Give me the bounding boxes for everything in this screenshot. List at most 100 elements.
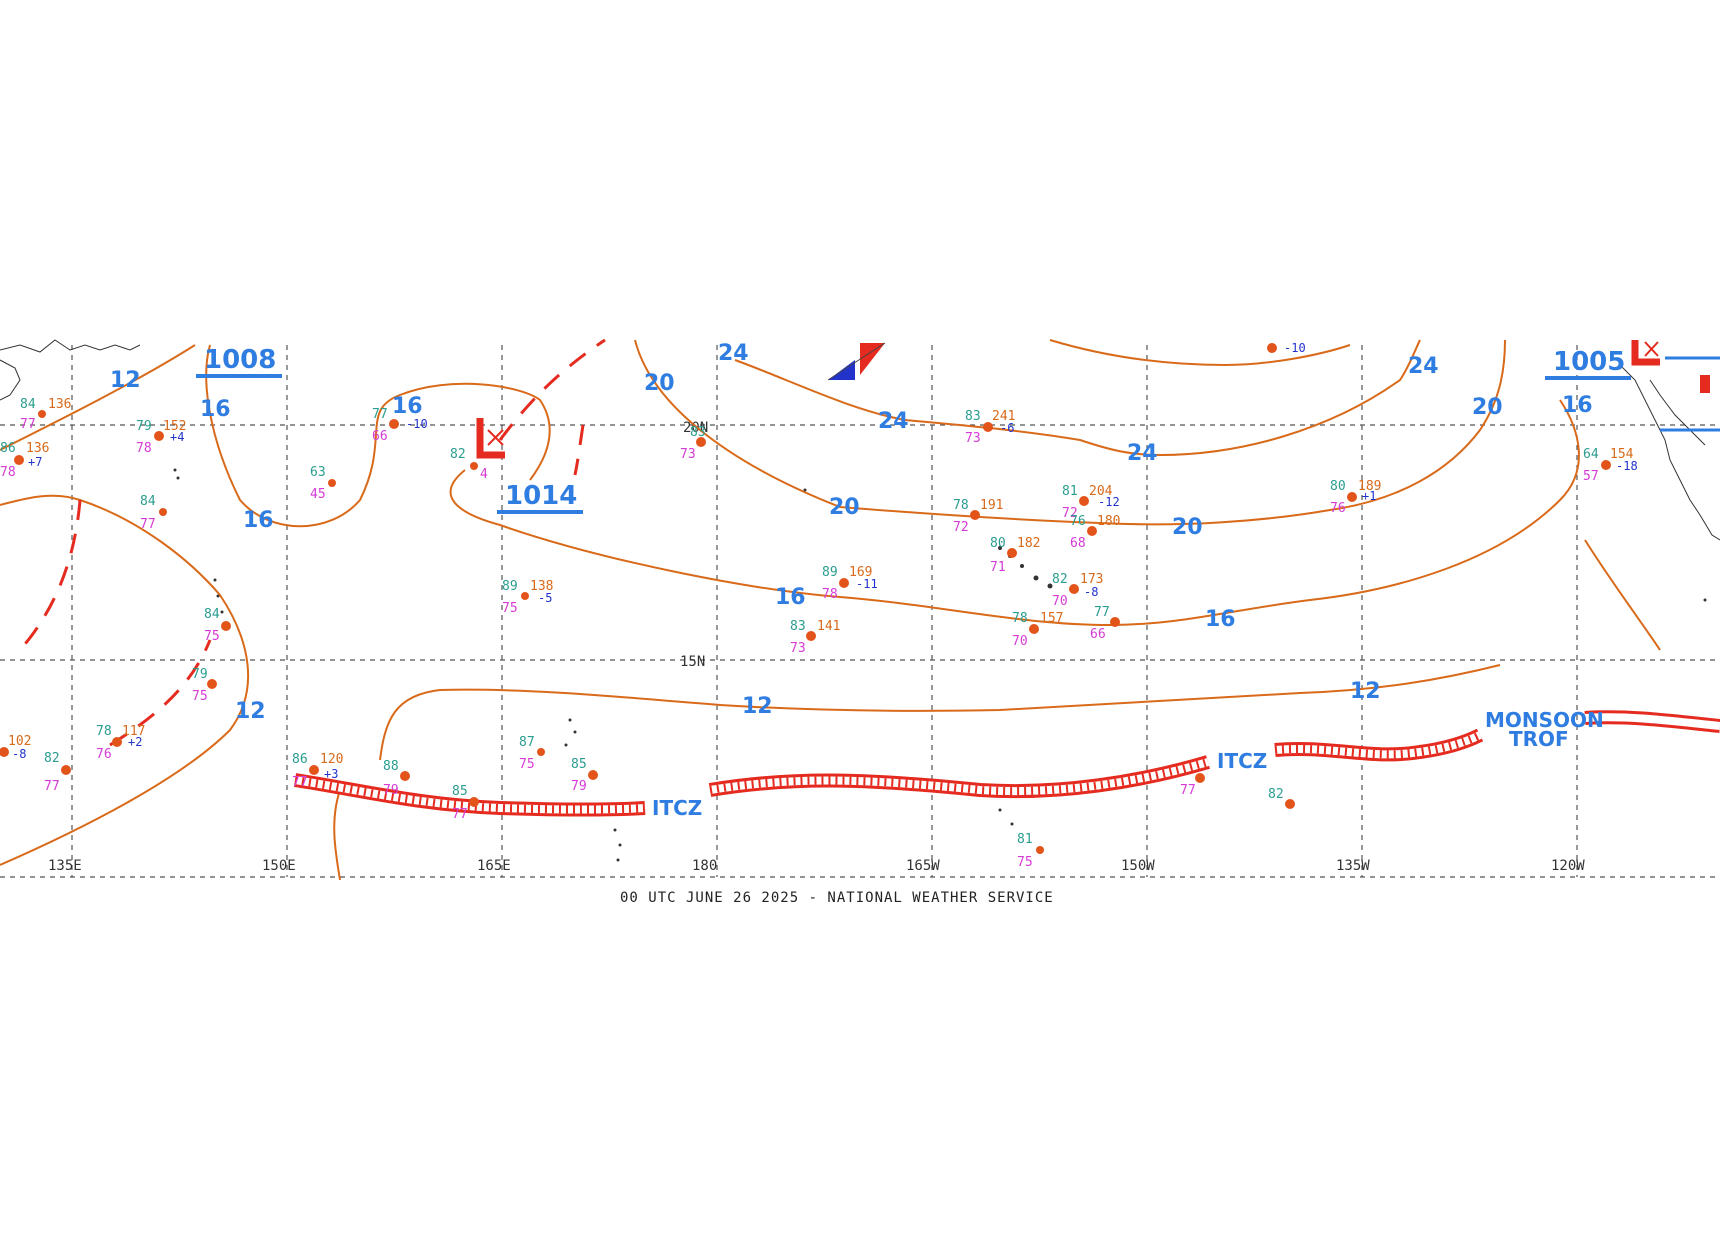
pressure-center-1005: 1005 — [1545, 340, 1720, 432]
isobar-label: 24 — [1127, 441, 1158, 466]
station-plot: 83 241 73 -6 — [965, 409, 1015, 446]
svg-text:-6: -6 — [1000, 421, 1014, 435]
svg-text:70: 70 — [1012, 634, 1028, 649]
svg-text:76: 76 — [1070, 514, 1086, 529]
svg-text:72: 72 — [953, 520, 969, 535]
svg-text:78: 78 — [136, 441, 152, 456]
svg-text:78: 78 — [96, 724, 112, 739]
station-plot: 78 117 76 +2 — [96, 724, 145, 762]
trough-line — [573, 424, 585, 476]
trough-line — [498, 338, 606, 441]
svg-text:+2: +2 — [128, 735, 142, 749]
svg-text:85: 85 — [571, 757, 587, 772]
station-plot: 77 — [1180, 773, 1205, 798]
svg-text:138: 138 — [530, 579, 553, 594]
svg-text:189: 189 — [1358, 479, 1381, 494]
svg-text:180: 180 — [1097, 514, 1120, 529]
svg-text:77: 77 — [1094, 605, 1110, 620]
station-plot: 81 204 72 -12 — [1062, 484, 1120, 521]
svg-text:82: 82 — [44, 751, 60, 766]
svg-text:+1: +1 — [1362, 489, 1376, 503]
lon-label: 150E — [262, 858, 296, 874]
isobar-label: 16 — [392, 394, 423, 419]
isobar-labels: 12 16 16 16 24 20 24 24 20 16 12 20 16 1… — [110, 341, 1593, 724]
svg-text:+7: +7 — [28, 455, 42, 469]
svg-text:-12: -12 — [1098, 495, 1120, 509]
monsoon-trough-label: MONSOON — [1485, 708, 1604, 732]
svg-text:66: 66 — [372, 429, 388, 444]
svg-text:+3: +3 — [324, 767, 338, 781]
isobar-label: 24 — [718, 341, 749, 366]
station-plot: 102-8 — [0, 734, 31, 761]
isobar-label: 16 — [243, 508, 274, 533]
svg-text:77: 77 — [292, 775, 308, 790]
svg-text:81: 81 — [1062, 484, 1078, 499]
isobar-20-main — [634, 339, 1506, 526]
station-plot: 84 77 — [140, 494, 167, 532]
pressure-value: 1008 — [204, 345, 276, 375]
svg-text:82: 82 — [1268, 787, 1284, 802]
lat-label: 15N — [680, 654, 705, 670]
pressure-value: 1014 — [505, 481, 577, 511]
svg-text:73: 73 — [965, 431, 981, 446]
isobar-12-southwest — [0, 494, 250, 866]
lon-label: 135E — [48, 858, 82, 874]
station-plot: 82 — [1268, 787, 1295, 809]
svg-text:81: 81 — [1017, 832, 1033, 847]
station-plot: 89 138 75 -5 — [502, 579, 553, 616]
station-plot: 82 4 — [450, 447, 488, 482]
isobar-16-west — [205, 344, 551, 528]
svg-text:63: 63 — [310, 465, 326, 480]
svg-text:77: 77 — [140, 517, 156, 532]
svg-text:-8: -8 — [1084, 585, 1098, 599]
lon-label: 165W — [906, 858, 940, 874]
svg-text:+4: +4 — [170, 430, 184, 444]
svg-text:57: 57 — [1583, 469, 1599, 484]
station-plot: 88 79 — [383, 759, 410, 798]
svg-text:79: 79 — [571, 779, 587, 794]
isobar-low-left — [333, 789, 341, 881]
svg-text:-10: -10 — [406, 417, 428, 431]
isobar-12-west — [0, 344, 196, 451]
svg-text:66: 66 — [1090, 627, 1106, 642]
svg-text:80: 80 — [1330, 479, 1346, 494]
svg-text:241: 241 — [992, 409, 1015, 424]
svg-text:86: 86 — [0, 441, 16, 456]
station-plot: 82 77 — [44, 751, 71, 794]
lon-label: 165E — [477, 858, 511, 874]
svg-text:68: 68 — [1070, 536, 1086, 551]
station-plot: 82 173 70 -8 — [1052, 572, 1103, 609]
station-plot: -10 — [1267, 341, 1306, 355]
svg-text:64: 64 — [1583, 447, 1599, 462]
svg-text:154: 154 — [1610, 447, 1634, 462]
svg-text:77: 77 — [452, 807, 468, 822]
svg-text:76: 76 — [1330, 501, 1346, 516]
svg-text:79: 79 — [136, 419, 152, 434]
svg-text:117: 117 — [122, 724, 145, 739]
svg-text:79: 79 — [383, 783, 399, 798]
trough-line — [18, 499, 82, 651]
station-plot: 83 141 73 — [790, 619, 840, 656]
svg-text:4: 4 — [480, 467, 488, 482]
pressure-center-1014: 1014 — [476, 418, 583, 514]
svg-text:83: 83 — [965, 409, 981, 424]
svg-text:73: 73 — [680, 447, 696, 462]
svg-text:102: 102 — [8, 734, 31, 749]
isobar-label: 16 — [775, 585, 806, 610]
isobars — [0, 339, 1661, 881]
lat-lon-grid — [0, 345, 1720, 878]
isobar-label: 12 — [110, 368, 141, 393]
svg-text:191: 191 — [980, 498, 1003, 513]
pressure-center-1008: 1008 — [196, 345, 282, 378]
svg-text:77: 77 — [372, 407, 388, 422]
coastlines — [0, 339, 1720, 862]
svg-text:75: 75 — [1017, 855, 1033, 870]
isobar-label: 16 — [1205, 607, 1236, 632]
svg-text:152: 152 — [163, 419, 186, 434]
svg-text:82: 82 — [1052, 572, 1068, 587]
svg-text:86: 86 — [292, 752, 308, 767]
chart-footer: 00 UTC JUNE 26 2025 - NATIONAL WEATHER S… — [620, 890, 1054, 906]
svg-text:77: 77 — [44, 779, 60, 794]
station-plot: 85 77 — [452, 784, 479, 822]
